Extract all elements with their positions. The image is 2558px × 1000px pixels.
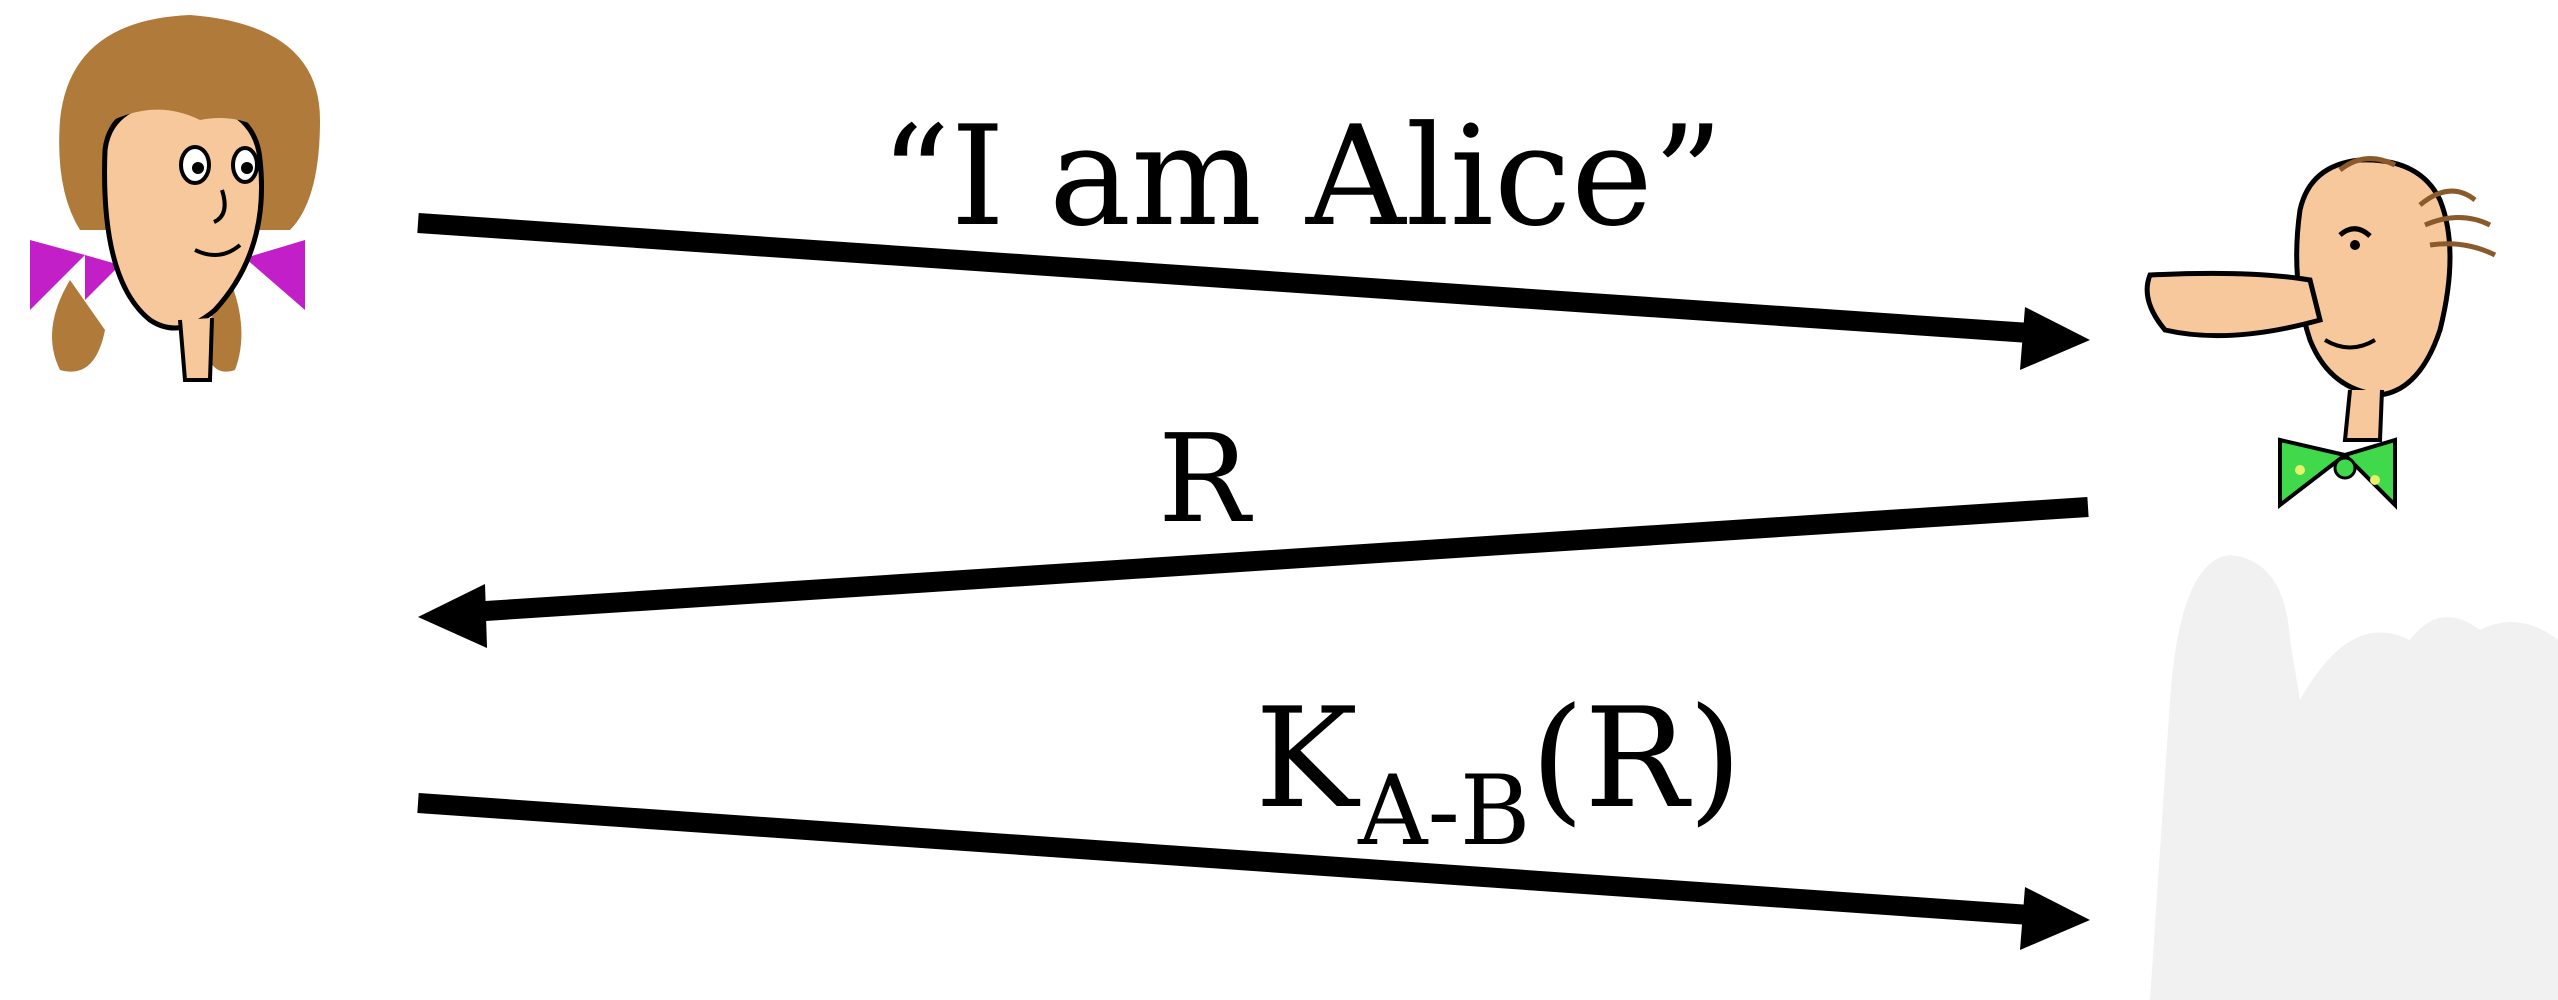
bob-cartoon-icon: [2144, 156, 2497, 510]
message-label-1: “I am Alice”: [880, 96, 1724, 257]
message-arrow-3: [417, 793, 2090, 950]
message-label-2: R: [1158, 408, 1250, 550]
message-label-3: KA-B(R): [1255, 690, 1742, 860]
shared-key-symbol: K: [1255, 678, 1359, 839]
shared-key-subscript: A-B: [1358, 755, 1531, 867]
message-arrow-2: [418, 497, 2089, 648]
alice-cartoon-icon: [30, 15, 321, 382]
encrypted-argument: (R): [1530, 678, 1743, 839]
background-shadow-shape: [2150, 555, 2558, 1000]
message-arrow-1: [417, 213, 2090, 370]
